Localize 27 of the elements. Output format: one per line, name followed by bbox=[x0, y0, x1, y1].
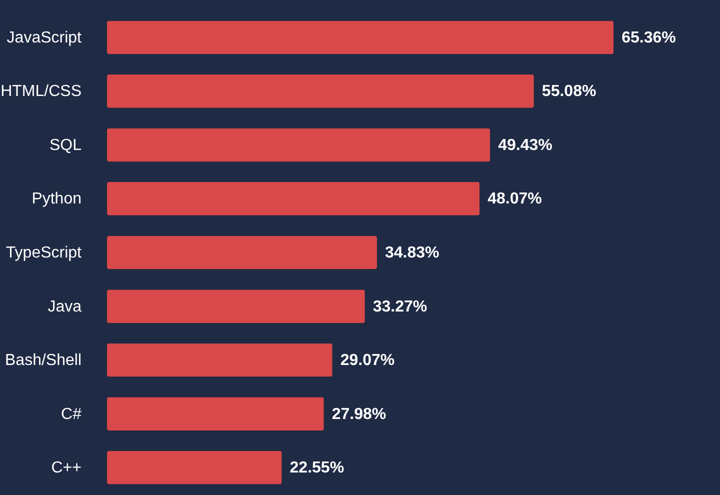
data-label: 49.43% bbox=[498, 136, 552, 154]
data-label: 22.55% bbox=[290, 460, 344, 477]
bar bbox=[107, 128, 490, 162]
data-label: 29.07% bbox=[340, 352, 395, 370]
y-tick-label: JavaScript bbox=[6, 29, 82, 46]
y-tick-label: Bash/Shell bbox=[5, 352, 82, 370]
data-label: 27.98% bbox=[332, 406, 386, 423]
bar bbox=[107, 74, 534, 108]
data-label: 65.36% bbox=[622, 29, 676, 46]
bar bbox=[107, 450, 282, 484]
y-tick-label: Python bbox=[32, 190, 82, 208]
y-tick-label: C++ bbox=[51, 460, 82, 477]
bar bbox=[107, 182, 480, 216]
bar bbox=[107, 20, 614, 54]
bar bbox=[107, 343, 332, 377]
data-label: 48.07% bbox=[488, 190, 542, 208]
y-tick-label: TypeScript bbox=[6, 244, 82, 262]
data-label: 33.27% bbox=[372, 298, 428, 316]
bar bbox=[107, 397, 324, 430]
y-tick-label: C# bbox=[61, 406, 82, 423]
data-label: 34.83% bbox=[384, 244, 440, 262]
y-tick-label: Java bbox=[48, 298, 82, 316]
y-tick-label: SQL bbox=[49, 136, 82, 154]
y-tick-label: HTML/CSS bbox=[0, 83, 82, 100]
bar bbox=[107, 290, 365, 323]
bar bbox=[107, 236, 377, 270]
data-label: 55.08% bbox=[542, 83, 596, 100]
